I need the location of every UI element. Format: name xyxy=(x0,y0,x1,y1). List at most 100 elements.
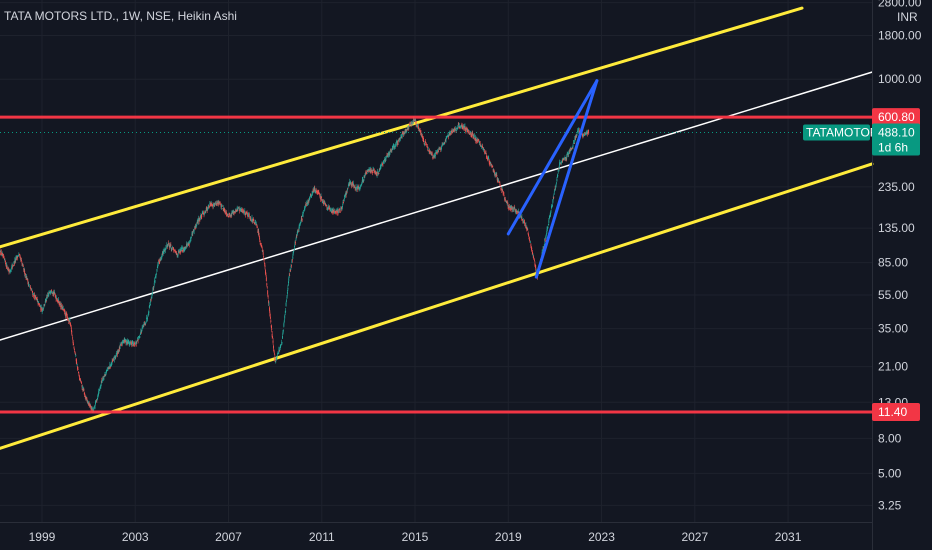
candle-body xyxy=(64,310,66,312)
candle-body xyxy=(230,215,231,217)
candle-body xyxy=(473,136,475,138)
candle-body xyxy=(364,173,366,175)
candle-body xyxy=(304,205,306,208)
candle-body xyxy=(295,239,297,241)
candle-body xyxy=(134,345,136,346)
candle-body xyxy=(429,151,431,153)
candle-body xyxy=(40,306,42,310)
candle-body xyxy=(470,132,472,135)
candle-body xyxy=(358,187,360,189)
candle-body xyxy=(464,127,465,129)
drawing-layer[interactable] xyxy=(0,6,874,450)
candle-body xyxy=(447,135,449,137)
drawing-layer-front[interactable] xyxy=(506,79,599,279)
candle-body xyxy=(67,319,69,321)
candle-body xyxy=(407,128,409,130)
candle-body xyxy=(235,210,237,212)
trend-line[interactable] xyxy=(506,79,599,236)
candle-body xyxy=(404,132,406,134)
candle-body xyxy=(516,211,518,212)
candle-body xyxy=(369,171,371,172)
candle-body xyxy=(492,169,494,172)
candle-body xyxy=(432,157,434,158)
currency-label: INR xyxy=(897,10,918,24)
price-label-badge xyxy=(872,403,920,422)
candle-body xyxy=(51,292,53,293)
candle-body xyxy=(207,209,209,210)
candle-body xyxy=(112,360,113,362)
candle-body xyxy=(472,132,474,134)
candle-body xyxy=(181,250,183,252)
candle-body xyxy=(231,213,233,214)
candle-body xyxy=(300,221,302,223)
time-axis[interactable]: 1999 2003 2007 2011 2015 2019 2023 2027 2031 xyxy=(0,522,872,545)
trend-line[interactable] xyxy=(0,6,804,249)
candle-body xyxy=(346,191,348,195)
candle-body xyxy=(269,307,270,311)
candle-body xyxy=(305,203,307,204)
candle-body xyxy=(481,146,483,148)
candle-body xyxy=(74,351,76,353)
candle-body xyxy=(256,225,258,227)
candle-body xyxy=(68,320,70,322)
candle-body xyxy=(376,173,378,175)
candle-body xyxy=(167,243,169,245)
candle-body xyxy=(447,136,449,138)
candle-body xyxy=(195,225,197,227)
trend-line[interactable] xyxy=(534,79,599,279)
candle-body xyxy=(247,215,249,217)
candle-body xyxy=(416,124,417,126)
candle-body xyxy=(143,323,145,326)
candle-body xyxy=(364,174,366,176)
price-tick-label: 55.00 xyxy=(878,288,908,302)
symbol-label: TATAMOTORS xyxy=(806,126,886,140)
candle-body xyxy=(77,366,79,370)
candle-body xyxy=(412,120,414,122)
candle-body xyxy=(21,262,23,264)
candle-body xyxy=(119,347,121,349)
candle-body xyxy=(169,246,171,248)
candle-body xyxy=(454,129,456,131)
candle-body xyxy=(284,315,286,319)
candle-body xyxy=(225,212,226,214)
price-tick-label: 2800.00 xyxy=(878,0,922,10)
candle-body xyxy=(197,220,199,222)
candle-body xyxy=(280,344,282,346)
candle-body xyxy=(462,125,464,127)
candle-body xyxy=(397,141,399,143)
candle-body xyxy=(498,180,500,183)
candle-body xyxy=(38,303,40,305)
candle-body xyxy=(560,162,561,164)
candle-body xyxy=(148,305,150,309)
candle-body xyxy=(65,314,66,316)
candle-body xyxy=(479,143,481,146)
candle-body xyxy=(478,140,480,142)
candle-body xyxy=(94,406,96,408)
candle-body xyxy=(551,205,553,207)
candle-body xyxy=(68,318,70,320)
price-axis[interactable]: 2800.00 1800.00 1000.00 235.00 135.00 85.00 55… xyxy=(872,0,922,550)
candle-body xyxy=(143,325,144,327)
candle-body xyxy=(153,283,155,285)
trend-line[interactable] xyxy=(0,162,874,450)
candle-body xyxy=(341,208,343,210)
candle-body xyxy=(16,257,18,259)
candle-body xyxy=(532,252,534,255)
candle-body xyxy=(288,278,290,281)
candle-body xyxy=(291,260,293,264)
candle-body xyxy=(41,308,43,312)
candle-body xyxy=(307,201,309,203)
candle-body xyxy=(206,208,208,210)
candle-body xyxy=(218,202,220,205)
candle-body xyxy=(305,204,307,206)
candle-body xyxy=(17,255,19,257)
candle-body xyxy=(122,342,124,344)
candle-body xyxy=(45,300,47,302)
candle-body xyxy=(243,212,245,213)
candle-body xyxy=(301,218,303,219)
candle-body xyxy=(203,214,205,215)
candle-body xyxy=(359,187,361,189)
time-tick-label: 2031 xyxy=(775,530,802,544)
candle-body xyxy=(468,130,470,132)
